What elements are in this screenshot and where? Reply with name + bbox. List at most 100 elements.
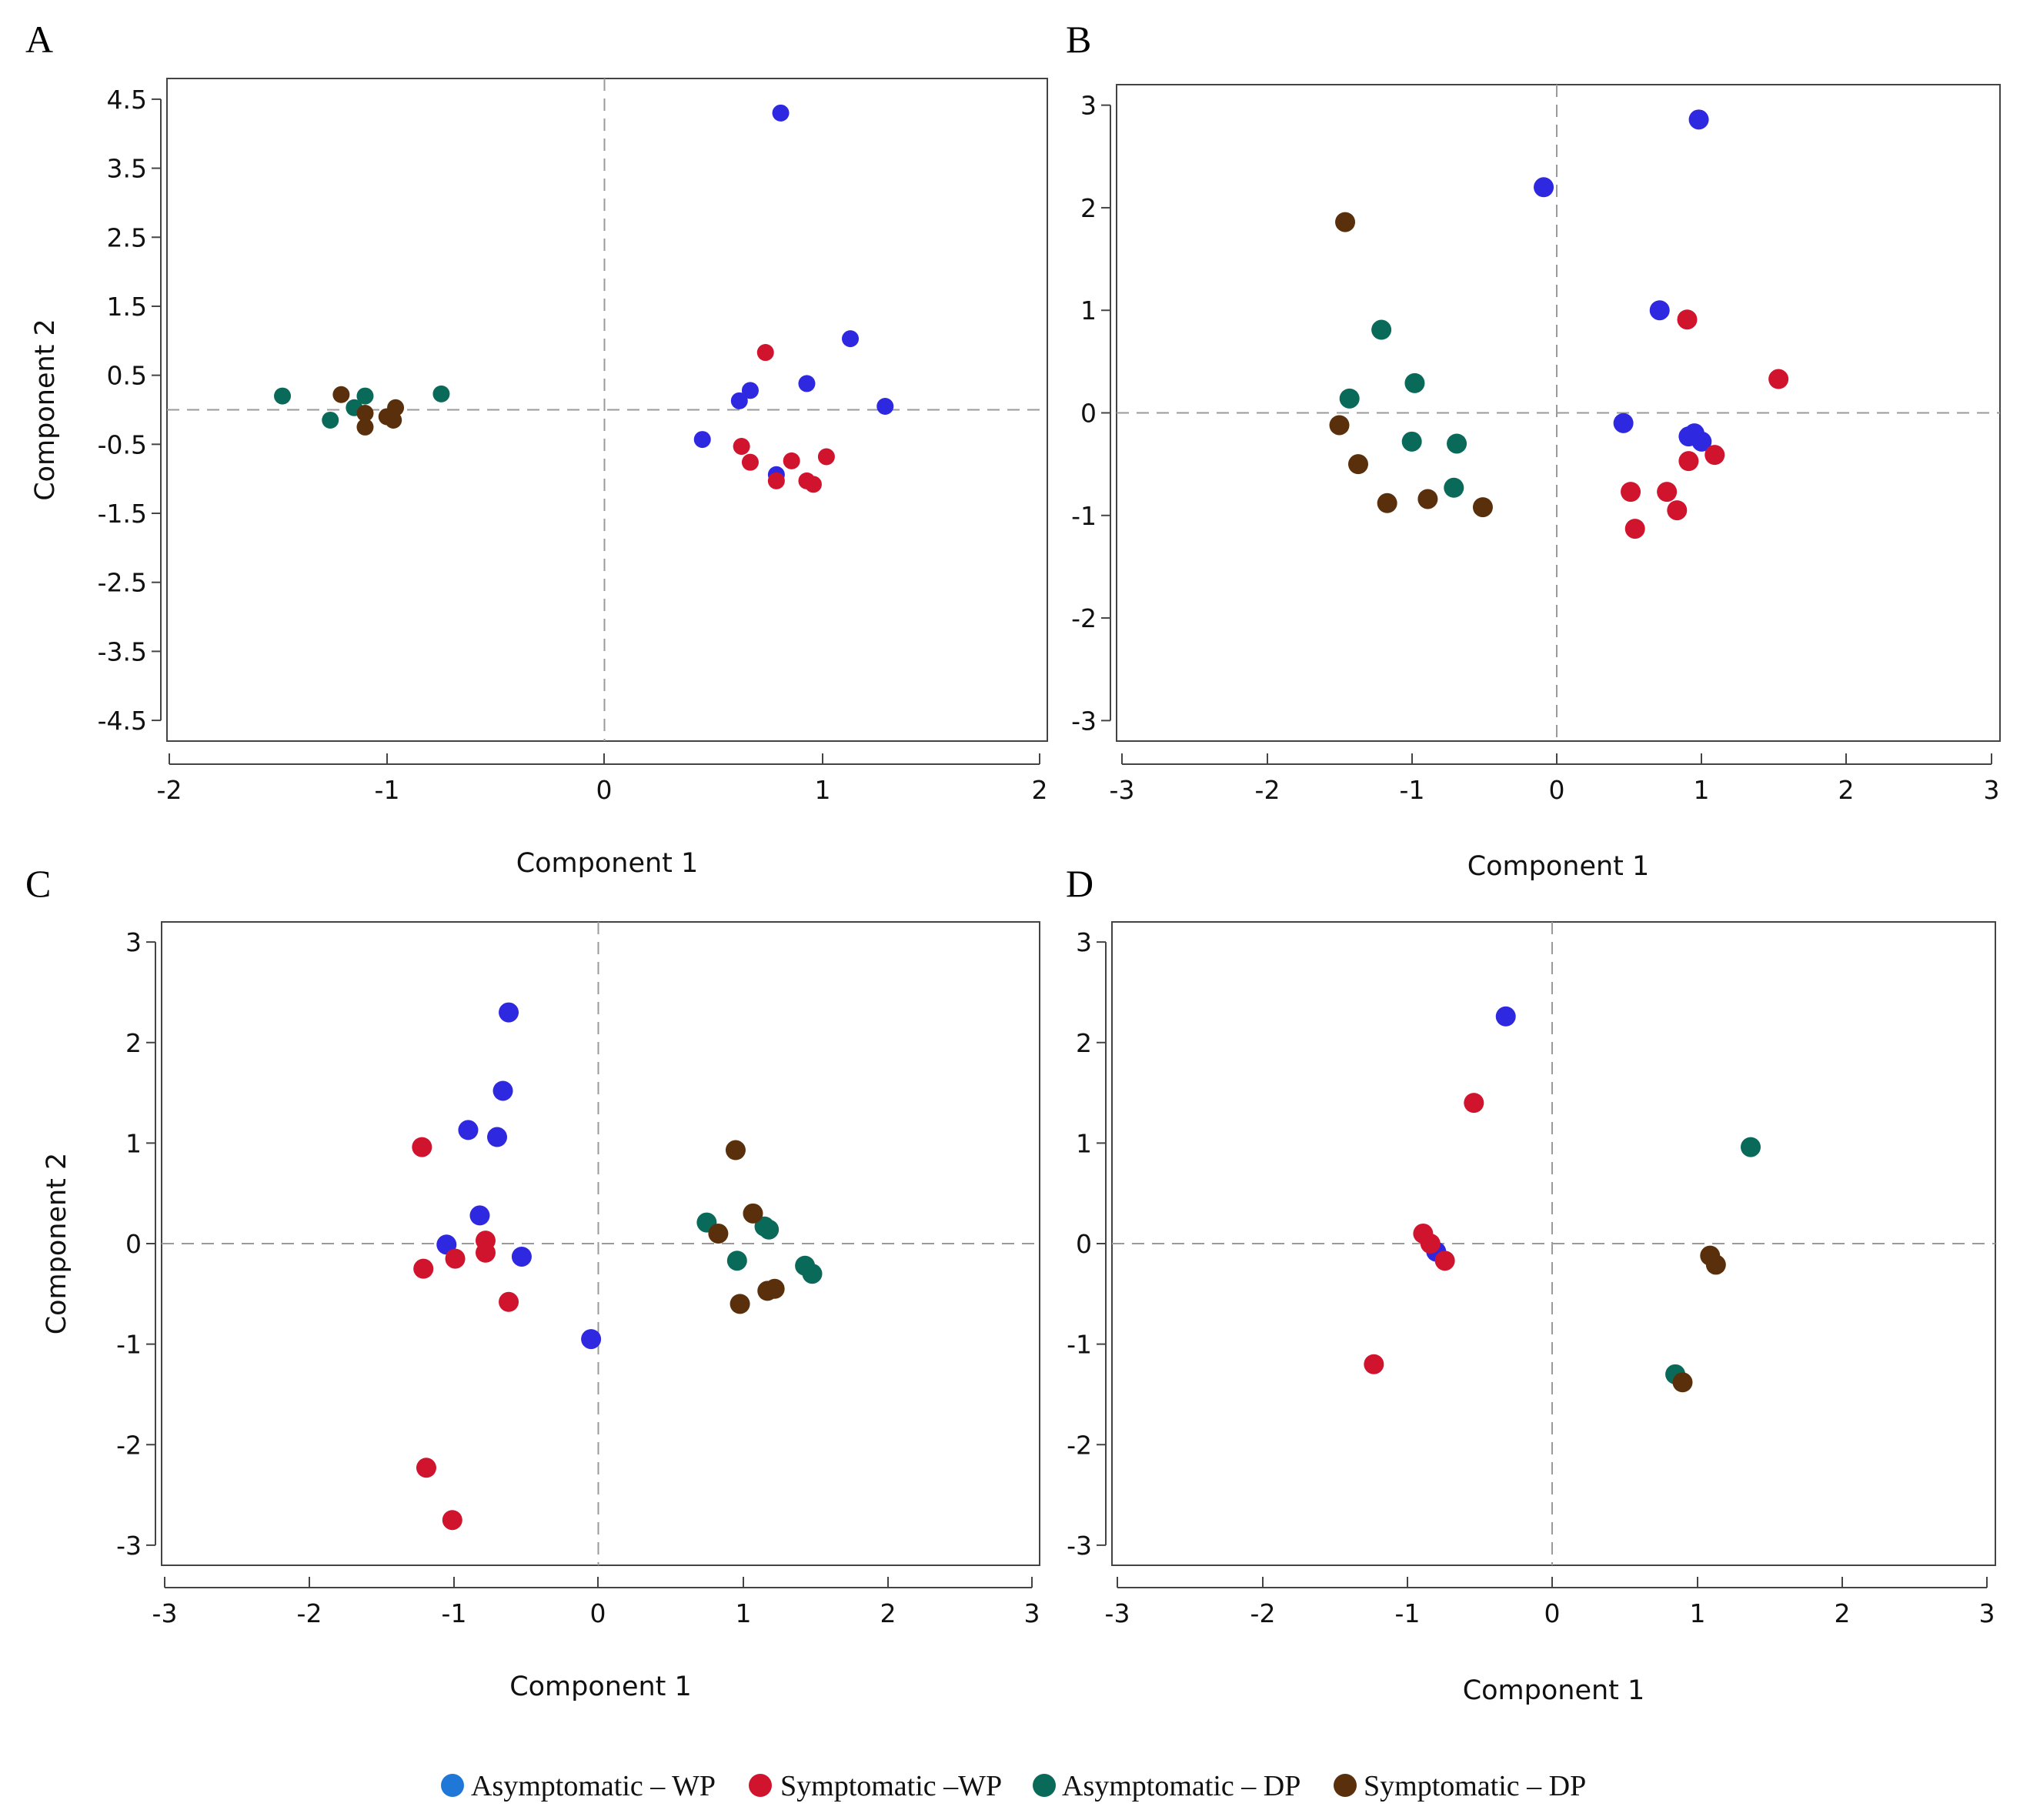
legend-marker-ad (1033, 1774, 1056, 1797)
x-axis-label: Component 1 (516, 848, 699, 879)
y-tick-label: -1 (1071, 501, 1097, 531)
series-asymptomatic-wp (436, 1002, 602, 1350)
data-point (1339, 388, 1360, 409)
data-point (458, 1120, 479, 1140)
legend-label-sd: Symptomatic – DP (1364, 1770, 1586, 1802)
data-point (511, 1246, 532, 1267)
data-point (356, 418, 374, 436)
data-point (1534, 177, 1554, 198)
x-tick-label: 1 (1690, 1598, 1706, 1628)
data-point (1495, 1006, 1516, 1027)
y-tick-label: -3.5 (98, 636, 147, 666)
y-tick-label: 2 (1080, 193, 1097, 223)
x-tick-label: -2 (1250, 1598, 1276, 1628)
panel-letter: A (25, 18, 53, 61)
x-tick-label: -1 (442, 1598, 467, 1628)
legend: Asymptomatic – WP Symptomatic –WP Asymptom… (441, 1770, 1586, 1802)
data-point (356, 387, 374, 405)
data-point (1768, 369, 1789, 389)
y-tick-label: 3.5 (107, 154, 147, 184)
series-symptomatic-dp (1672, 1245, 1726, 1393)
y-tick-label: 4.5 (107, 85, 147, 115)
legend-label-ad: Asymptomatic – DP (1062, 1770, 1300, 1802)
y-tick-label: 3 (125, 927, 142, 957)
series-symptomatic-wp (733, 344, 835, 493)
x-tick-label: 3 (1024, 1598, 1040, 1628)
data-point (1677, 309, 1698, 330)
x-tick-label: -3 (152, 1598, 178, 1628)
panel-D: D 3 2 1 0 -1 -2 -3 -3 -2 -1 0 1 2 3 Component 1 (1066, 862, 1996, 1706)
data-point (733, 438, 750, 456)
data-point (1657, 482, 1678, 503)
panel-letter: D (1066, 862, 1093, 905)
x-tick-label: -3 (1105, 1598, 1130, 1628)
x-tick-label: -1 (375, 775, 400, 805)
data-point (1672, 1372, 1693, 1393)
data-point (332, 386, 350, 403)
data-point (445, 1248, 466, 1269)
data-point (772, 104, 790, 122)
legend-marker-sd (1334, 1774, 1357, 1797)
y-tick-label: -2 (116, 1430, 142, 1460)
data-point (1447, 433, 1467, 454)
x-tick-label: 0 (596, 775, 613, 805)
legend-label-aw: Asymptomatic – WP (471, 1770, 716, 1802)
legend-marker-sw (749, 1774, 772, 1797)
data-point (1401, 431, 1422, 452)
y-tick-label: 0 (125, 1229, 142, 1259)
y-tick-label: -0.5 (98, 429, 147, 459)
y-tick-label: -1 (116, 1330, 142, 1360)
data-point (499, 1291, 519, 1312)
x-tick-label: -2 (297, 1598, 322, 1628)
series-asymptomatic-dp (696, 1212, 823, 1284)
series-symptomatic-dp (708, 1140, 785, 1314)
data-point (499, 1002, 519, 1023)
data-point (756, 344, 774, 362)
panel-C: C 3 2 1 0 -1 -2 -3 -3 -2 -1 0 1 2 3 Component 1 Componen… (25, 862, 1040, 1702)
y-tick-label: -3 (1071, 706, 1097, 736)
x-tick-label: 2 (1838, 775, 1855, 805)
data-point (322, 411, 339, 429)
y-tick-label: 1 (1076, 1128, 1092, 1158)
data-point (757, 1281, 778, 1301)
series-symptomatic-dp (332, 386, 405, 436)
y-tick-label: -2 (1067, 1430, 1092, 1460)
y-tick-label: 1 (1080, 296, 1097, 326)
data-point (1613, 412, 1634, 433)
y-tick-label: -1.5 (98, 499, 147, 529)
x-tick-label: 2 (1835, 1598, 1851, 1628)
data-point (1434, 1251, 1455, 1271)
y-tick-label: -2 (1071, 603, 1097, 633)
data-point (708, 1223, 729, 1244)
data-point (817, 448, 835, 466)
y-tick-label: -2.5 (98, 568, 147, 598)
y-tick-label: 3 (1080, 91, 1097, 121)
x-tick-label: 1 (815, 775, 831, 805)
y-tick-label: 2.5 (107, 222, 147, 252)
y-tick-label: -4.5 (98, 706, 147, 736)
data-point (1335, 212, 1356, 232)
data-point (1704, 445, 1725, 466)
x-tick-label: -1 (1395, 1598, 1421, 1628)
x-tick-label: -3 (1110, 775, 1135, 805)
series-symptomatic-wp (1364, 1093, 1484, 1374)
data-point (876, 398, 894, 416)
series-symptomatic-wp (412, 1137, 519, 1531)
x-tick-label: -1 (1400, 775, 1425, 805)
data-point (741, 453, 759, 471)
data-point (487, 1127, 508, 1147)
x-tick-label: 1 (736, 1598, 752, 1628)
data-point (1624, 519, 1645, 539)
series-asymptomatic-wp (693, 104, 894, 483)
data-point (1444, 477, 1464, 498)
data-point (581, 1329, 602, 1350)
data-point (432, 385, 450, 402)
y-tick-label: -1 (1067, 1330, 1092, 1360)
y-axis-label: Component 2 (42, 1153, 72, 1335)
data-point (725, 1140, 746, 1160)
y-tick-label: 2 (125, 1028, 142, 1058)
data-point (413, 1258, 434, 1279)
data-point (767, 472, 785, 489)
data-point (726, 1251, 747, 1271)
x-tick-label: 2 (880, 1598, 896, 1628)
